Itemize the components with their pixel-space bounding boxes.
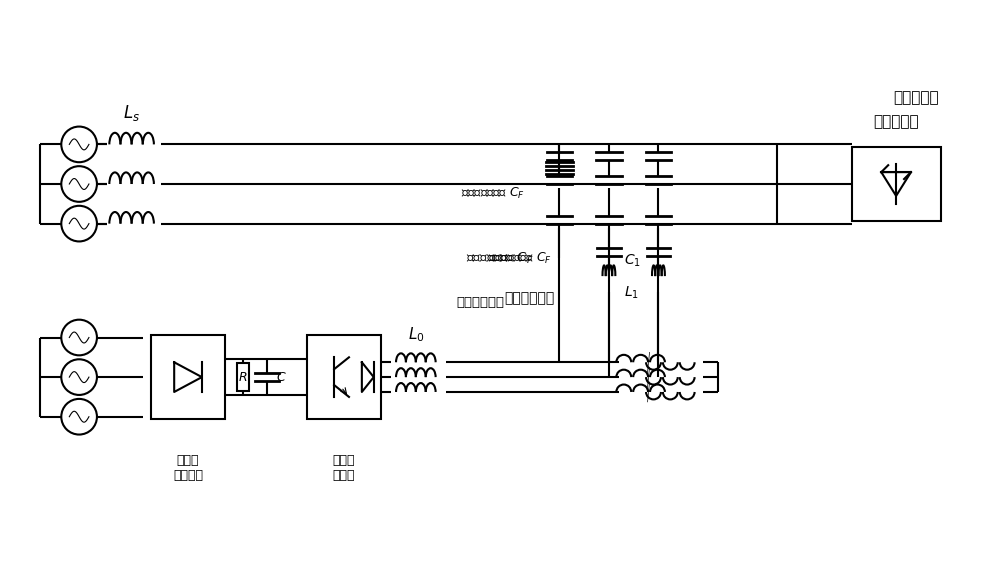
Text: 无功补偿电容器 $C_F$: 无功补偿电容器 $C_F$ [466, 251, 534, 266]
Text: 基波谐振支路: 基波谐振支路 [505, 291, 555, 305]
Bar [237, 363, 249, 391]
Text: $C_1$: $C_1$ [624, 253, 641, 269]
Text: 不可控
整流电路: 不可控 整流电路 [173, 454, 203, 482]
Text: 非线性负载: 非线性负载 [873, 115, 919, 129]
Text: 无功补偿电容器 $C_F$: 无功补偿电容器 $C_F$ [488, 251, 552, 266]
Text: C: C [277, 371, 285, 383]
Text: $L_1$: $L_1$ [624, 285, 639, 301]
Text: 非线性负载: 非线性负载 [893, 90, 939, 105]
Text: 基波谐振支路: 基波谐振支路 [456, 296, 504, 309]
Text: 电压型
逆变器: 电压型 逆变器 [333, 454, 355, 482]
Bar [151, 335, 225, 419]
Text: R: R [239, 371, 247, 383]
Text: 无功补偿电容器 $C_F$: 无功补偿电容器 $C_F$ [461, 186, 525, 202]
Bar [307, 335, 381, 419]
Text: $L_0$: $L_0$ [408, 325, 424, 344]
Bar [852, 147, 941, 221]
Text: $L_s$: $L_s$ [123, 103, 140, 123]
